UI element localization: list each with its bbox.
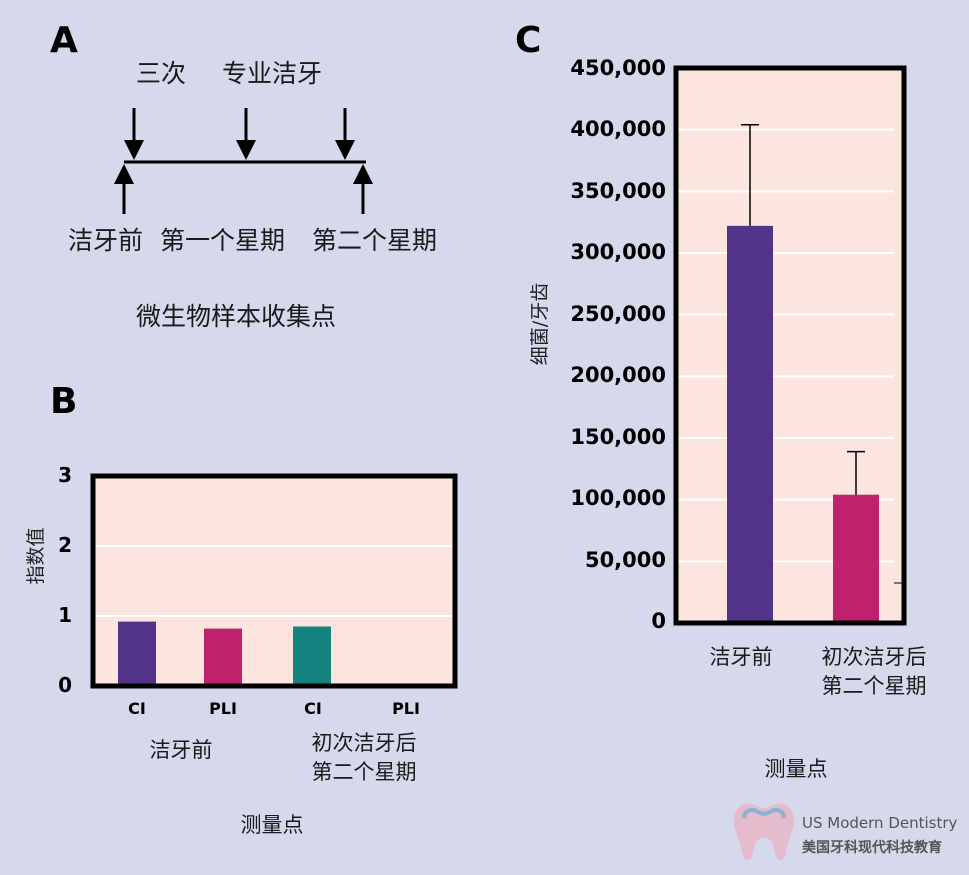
- panel-a: A 三次 专业洁牙 洁牙前 第一个星期 第二个星期 微生物样本收集点: [50, 20, 437, 331]
- down-arrow-icon: [124, 108, 144, 160]
- chart-b-frame: [90, 473, 458, 689]
- chart-b-xlabel: 测量点: [241, 813, 304, 837]
- chart-b-bars: [118, 621, 331, 686]
- chart-b-gridlines: [93, 545, 455, 617]
- down-arrow-icon: [335, 108, 355, 160]
- chart-b-y-ticks: 0 1 2 3: [58, 463, 72, 697]
- timeline-bottom-label-2: 第一个星期: [160, 226, 285, 255]
- chart-c-gridlines: [676, 128, 902, 584]
- timeline-top-label-2: 专业洁牙: [222, 59, 322, 88]
- chart-b-group-label-1: 洁牙前: [150, 738, 213, 762]
- up-arrow-icon: [114, 164, 134, 214]
- chart-b-ylabel: 指数值: [25, 527, 47, 584]
- chart-b-xtick: PLI: [392, 699, 420, 718]
- chart-b-ytick: 3: [58, 463, 72, 487]
- chart-c-ytick: 250,000: [570, 302, 666, 326]
- panel-c: C 细菌/牙齿 0 50,000 100,000 150,000 200,000…: [515, 20, 927, 781]
- chart-c-bar: [833, 494, 879, 623]
- chart-c-ytick: 450,000: [570, 56, 666, 80]
- panel-b-letter: B: [50, 381, 77, 422]
- down-arrow-icon: [236, 108, 256, 160]
- panel-a-caption: 微生物样本收集点: [136, 302, 336, 331]
- chart-c-xtick-2-line-2: 第二个星期: [822, 674, 927, 698]
- panel-a-letter: A: [50, 20, 78, 61]
- timeline-bottom-label-3: 第二个星期: [312, 226, 437, 255]
- chart-c-ytick: 100,000: [570, 486, 666, 510]
- chart-c-ytick: 200,000: [570, 363, 666, 387]
- up-arrow-icon: [353, 164, 373, 214]
- chart-b-xtick: CI: [128, 699, 146, 718]
- chart-c-bars: [727, 123, 879, 623]
- chart-c-ytick: 400,000: [570, 117, 666, 141]
- chart-b-bar: [118, 621, 156, 686]
- chart-c-xlabel: 测量点: [765, 757, 828, 781]
- chart-b-bar: [293, 626, 331, 686]
- chart-c-ytick: 300,000: [570, 240, 666, 264]
- panel-b: B 指数值 0 1 2 3 CI PLI CI PLI 洁牙前 初次洁牙后 第二…: [25, 381, 458, 837]
- chart-c-ytick: 50,000: [585, 548, 666, 572]
- chart-c-xtick-1: 洁牙前: [710, 645, 773, 669]
- chart-c-xtick-2-line-1: 初次洁牙后: [822, 645, 927, 669]
- chart-b-group-label-2-line-2: 第二个星期: [312, 760, 417, 784]
- chart-c-frame: [673, 65, 907, 626]
- chart-b-x-ticks: CI PLI CI PLI: [128, 699, 420, 718]
- timeline-top-label-1: 三次: [136, 59, 186, 88]
- chart-c-ytick: 350,000: [570, 179, 666, 203]
- chart-b-group-label-2-line-1: 初次洁牙后: [312, 731, 417, 755]
- chart-b-ytick: 1: [58, 603, 72, 627]
- chart-c-ytick: 150,000: [570, 425, 666, 449]
- tooth-logo-icon: [734, 803, 794, 861]
- chart-c-y-ticks: 0 50,000 100,000 150,000 200,000 250,000…: [570, 56, 666, 633]
- chart-b-ytick: 0: [58, 673, 72, 697]
- chart-c-ylabel: 细菌/牙齿: [529, 283, 551, 365]
- chart-c-bar: [727, 225, 773, 623]
- panel-c-letter: C: [515, 20, 541, 61]
- watermark-text-en: US Modern Dentistry: [802, 814, 958, 832]
- timeline-bottom-label-1: 洁牙前: [68, 226, 143, 255]
- chart-b-xtick: PLI: [209, 699, 237, 718]
- chart-b-xtick: CI: [304, 699, 322, 718]
- chart-b-bar: [204, 628, 242, 686]
- chart-c-ytick: 0: [651, 609, 666, 633]
- watermark-text-cn: 美国牙科现代科技教育: [802, 839, 942, 856]
- watermark: US Modern Dentistry 美国牙科现代科技教育: [734, 803, 958, 861]
- chart-b-ytick: 2: [58, 533, 72, 557]
